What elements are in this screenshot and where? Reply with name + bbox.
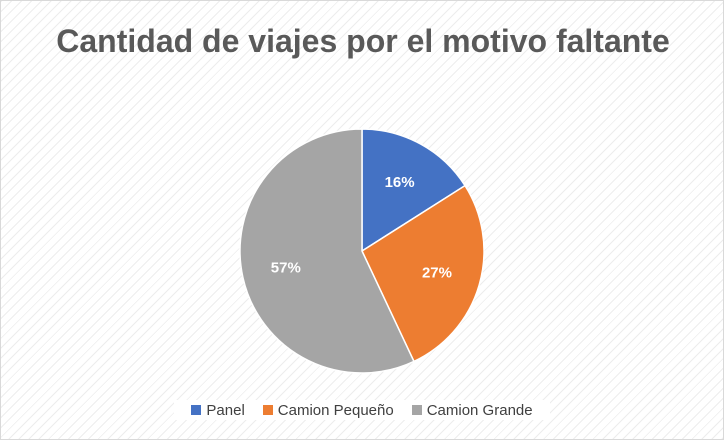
legend-label-camion-pequeno: Camion Pequeño [277, 401, 394, 419]
data-label-camion-grande: 57% [271, 260, 301, 277]
legend-swatch-panel [191, 405, 202, 415]
legend-label-panel: Panel [206, 401, 245, 419]
pie-slice-panel [361, 128, 467, 253]
legend-swatch-camion-pequeno [262, 405, 273, 415]
legend-label-camion-grande: Camion Grande [426, 401, 533, 419]
legend-swatch-camion-grande [411, 405, 422, 415]
legend-bar: Panel Camion Pequeño Camion Grande [174, 400, 550, 420]
data-label-panel: 16% [385, 174, 415, 191]
legend-item-camion-pequeno: Camion Pequeño [262, 401, 394, 419]
legend-item-panel: Panel [191, 401, 245, 419]
chart-title: Cantidad de viajes por el motivo faltant… [56, 23, 670, 59]
pie-slice-camion-pequeno [361, 184, 485, 363]
legend-item-camion-grande: Camion Grande [411, 401, 533, 419]
data-label-camion-pequeno: 27% [422, 264, 452, 281]
pie-slice-camion-grande [239, 128, 415, 374]
legend: Panel Camion Pequeño Camion Grande [0, 400, 724, 420]
